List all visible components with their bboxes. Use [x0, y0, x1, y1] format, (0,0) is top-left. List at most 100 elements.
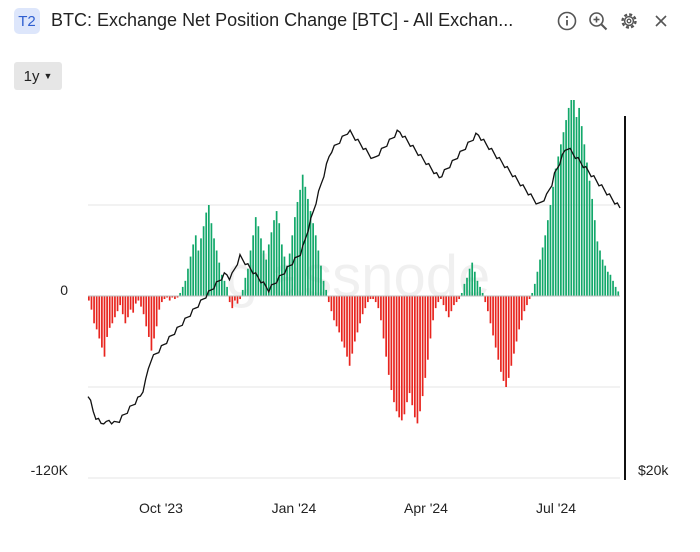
net-position-bar	[280, 244, 283, 296]
net-position-bar	[494, 296, 497, 348]
net-position-bar	[194, 235, 197, 296]
net-position-bar	[121, 296, 124, 315]
net-position-bar	[382, 296, 385, 339]
net-position-bar	[395, 296, 398, 412]
net-position-bar	[479, 286, 481, 296]
net-position-bar	[132, 296, 135, 313]
net-position-bar	[88, 296, 90, 301]
net-position-bar	[583, 144, 586, 296]
net-position-bar	[168, 296, 171, 301]
net-position-bar	[286, 265, 288, 296]
gear-icon[interactable]	[618, 10, 640, 32]
net-position-bar	[591, 198, 594, 296]
net-position-bar	[484, 296, 487, 303]
net-position-bar	[228, 296, 231, 303]
net-position-bar	[487, 296, 489, 312]
net-position-bar	[573, 100, 575, 296]
net-position-bar	[294, 217, 296, 296]
net-position-bar	[140, 296, 142, 307]
net-position-bar	[367, 296, 369, 303]
net-position-bar	[567, 107, 570, 297]
net-position-bar	[502, 296, 505, 381]
net-position-bar	[374, 296, 377, 303]
zoom-in-icon[interactable]	[587, 10, 609, 32]
net-position-bar	[111, 296, 114, 324]
workspace-badge[interactable]: T2	[14, 8, 40, 34]
net-position-bar	[356, 296, 359, 333]
chart-area: glassnode 0 -120K $20k Oct '23 Jan '24 A…	[31, 100, 669, 516]
net-position-bar	[215, 250, 218, 296]
net-position-bar	[158, 296, 161, 310]
caret-down-icon: ▼	[43, 71, 53, 81]
net-position-bar	[116, 296, 119, 312]
net-position-bar	[309, 211, 312, 296]
net-position-bar	[351, 296, 354, 354]
net-position-bar	[265, 259, 268, 296]
net-position-bar	[361, 296, 364, 315]
net-position-bar	[372, 296, 374, 300]
net-position-bar	[380, 296, 382, 321]
net-position-bar	[614, 286, 617, 296]
net-position-bar	[400, 296, 403, 421]
net-position-bar	[411, 296, 414, 406]
net-position-bar	[552, 186, 554, 296]
net-position-bar	[231, 296, 234, 309]
net-position-bar	[283, 256, 286, 296]
net-position-bar	[288, 253, 291, 296]
net-position-bar	[207, 205, 210, 296]
net-position-bar	[447, 296, 450, 318]
net-position-bar	[210, 223, 213, 296]
net-position-bar	[155, 296, 158, 327]
net-position-bar	[327, 296, 330, 303]
net-position-bar	[531, 292, 534, 296]
net-position-bar	[244, 277, 247, 296]
net-position-bar	[437, 296, 440, 303]
info-icon[interactable]	[556, 10, 578, 32]
price-line	[87, 128, 621, 425]
range-selector-button[interactable]: 1y ▼	[14, 62, 62, 90]
net-position-bar	[262, 250, 265, 296]
net-position-bar	[192, 244, 195, 296]
net-position-bar	[166, 296, 168, 298]
net-position-bar	[176, 296, 179, 298]
net-position-bar	[189, 256, 192, 296]
net-position-bar	[599, 250, 601, 296]
net-position-bar	[325, 289, 328, 296]
net-position-bar	[134, 296, 137, 304]
net-position-bar	[213, 238, 215, 296]
net-position-bar	[510, 296, 513, 366]
net-position-bar	[247, 268, 249, 296]
net-position-bar	[108, 296, 111, 328]
net-position-bar	[541, 247, 544, 296]
chart-title: BTC: Exchange Net Position Change [BTC] …	[51, 10, 514, 30]
net-position-bar	[497, 296, 500, 360]
net-position-bar	[270, 232, 273, 296]
net-position-bar	[171, 296, 174, 298]
net-position-bar	[387, 296, 390, 375]
net-position-bar	[312, 223, 314, 296]
net-position-bar	[390, 296, 393, 391]
net-position-bar	[440, 296, 442, 300]
net-position-bar	[163, 296, 166, 300]
net-position-bar	[575, 117, 578, 296]
net-position-bar	[98, 296, 101, 339]
close-icon[interactable]	[650, 10, 672, 32]
x-tick-jan24: Jan '24	[272, 500, 317, 516]
net-position-bar	[252, 235, 254, 296]
net-position-bar	[601, 259, 604, 296]
net-position-bar	[393, 296, 395, 403]
net-position-bar	[304, 186, 307, 296]
net-position-bar	[142, 296, 145, 315]
net-position-bar	[254, 217, 257, 296]
net-position-bar	[301, 174, 304, 296]
net-position-bar	[445, 296, 447, 312]
net-position-bar	[460, 292, 463, 296]
net-position-bar	[505, 296, 507, 387]
net-position-bar	[492, 296, 494, 336]
net-position-bar	[234, 296, 236, 301]
net-position-bar	[554, 168, 557, 296]
net-position-bar	[150, 296, 153, 351]
net-position-bar	[278, 223, 281, 296]
net-position-bar	[273, 220, 275, 296]
net-position-bar	[507, 296, 510, 378]
